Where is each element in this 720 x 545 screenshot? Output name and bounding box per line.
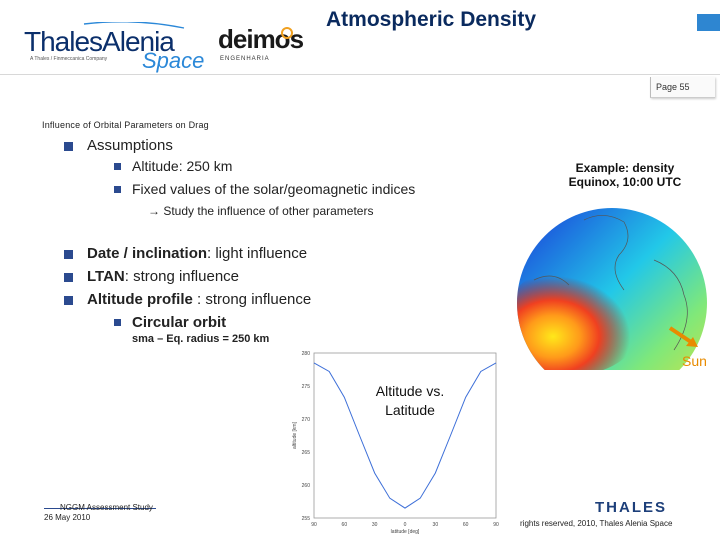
x-tick-label: 30 (433, 522, 439, 528)
sma-note: sma – Eq. radius = 250 km (132, 333, 270, 345)
x-tick-label: 90 (311, 522, 317, 528)
y-tick-label: 275 (302, 384, 311, 390)
section-title: Influence of Orbital Parameters on Drag (42, 120, 209, 130)
page-number: Page 55 (656, 82, 690, 92)
x-tick-label: 0 (404, 522, 407, 528)
bullet-circular-orbit: Circular orbit (132, 314, 227, 331)
thales-alenia-logo: ThalesAlenia A Thales / Finmeccanica Com… (24, 22, 204, 73)
thales-logo: THALES (595, 499, 667, 516)
footer-date: 26 May 2010 (44, 513, 91, 522)
corner-accent (697, 14, 720, 31)
y-tick-label: 255 (302, 516, 311, 522)
x-tick-label: 90 (493, 522, 499, 528)
y-tick-label: 270 (302, 417, 311, 423)
example-line2: Equinox, 10:00 UTC (568, 175, 682, 189)
x-axis-label: latitude [deg] (391, 529, 420, 535)
bullet-square-icon (64, 296, 73, 305)
plot-frame (313, 352, 497, 519)
arrow-note: → Study the influence of other parameter… (148, 204, 374, 218)
bullet-square-icon (64, 250, 73, 259)
footer-rights: rights reserved, 2010, Thales Alenia Spa… (520, 519, 673, 528)
footer-study: NGGM Assessment Study (60, 503, 153, 512)
plot-caption: Altitude vs. Latitude (360, 382, 460, 420)
thales-alenia-name: ThalesAlenia (24, 26, 175, 57)
bullet-assumptions: Assumptions (87, 137, 173, 154)
orbit-icon (281, 27, 293, 39)
date-inclination-text: : light influence (207, 245, 308, 262)
y-axis-label: altitude [km] (292, 421, 298, 449)
y-tick-label: 280 (302, 351, 311, 357)
page-number-box (650, 77, 715, 98)
footer-divider (44, 508, 156, 509)
example-line1: Example: density (575, 161, 675, 175)
bullet-fixed-values: Fixed values of the solar/geomagnetic in… (132, 181, 416, 197)
y-tick-label: 265 (302, 450, 311, 456)
thales-alenia-space: Space (142, 48, 205, 73)
altitude-profile-label: Altitude profile (87, 291, 193, 308)
bullet-ltan: LTAN: strong influence (87, 268, 239, 285)
plot-caption-line2: Latitude (385, 402, 435, 418)
sun-label: Sun (682, 353, 707, 369)
globe-icon (517, 208, 707, 398)
sun-arrow-icon (668, 326, 698, 347)
bullet-square-icon (114, 186, 121, 193)
x-tick-label: 60 (342, 522, 348, 528)
y-tick-label: 260 (302, 483, 311, 489)
deimos-logo: deimos ENGENHARIA (218, 24, 318, 66)
swoosh-icon (83, 22, 185, 29)
ltan-label: LTAN (87, 268, 125, 285)
header-divider (0, 74, 720, 75)
bullet-altitude: Altitude: 250 km (132, 158, 233, 174)
bullet-square-icon (64, 273, 73, 282)
deimos-sub: ENGENHARIA (220, 56, 270, 62)
page-title: Atmospheric Density (326, 8, 537, 31)
density-globe-image (514, 200, 720, 398)
altitude-series-line (313, 362, 497, 509)
plot-caption-line1: Altitude vs. (375, 383, 445, 399)
date-inclination-label: Date / inclination (87, 245, 208, 262)
bullet-square-icon (114, 319, 121, 326)
bullet-square-icon (114, 163, 121, 170)
altitude-profile-text: : strong influence (192, 291, 312, 308)
ltan-text: : strong influence (124, 268, 240, 285)
altitude-latitude-plot: 280 275 270 265 260 255 90 60 30 0 30 60 90 altitude … (280, 345, 520, 540)
x-tick-label: 60 (463, 522, 469, 528)
bullet-square-icon (64, 142, 73, 151)
example-heading: Example: density Equinox, 10:00 UTC (555, 161, 695, 189)
thales-alenia-tagline: A Thales / Finmeccanica Company (30, 56, 108, 62)
x-tick-label: 30 (372, 522, 378, 528)
bullet-date-inclination: Date / inclination: light influence (87, 245, 307, 262)
bullet-altitude-profile: Altitude profile : strong influence (87, 291, 311, 308)
